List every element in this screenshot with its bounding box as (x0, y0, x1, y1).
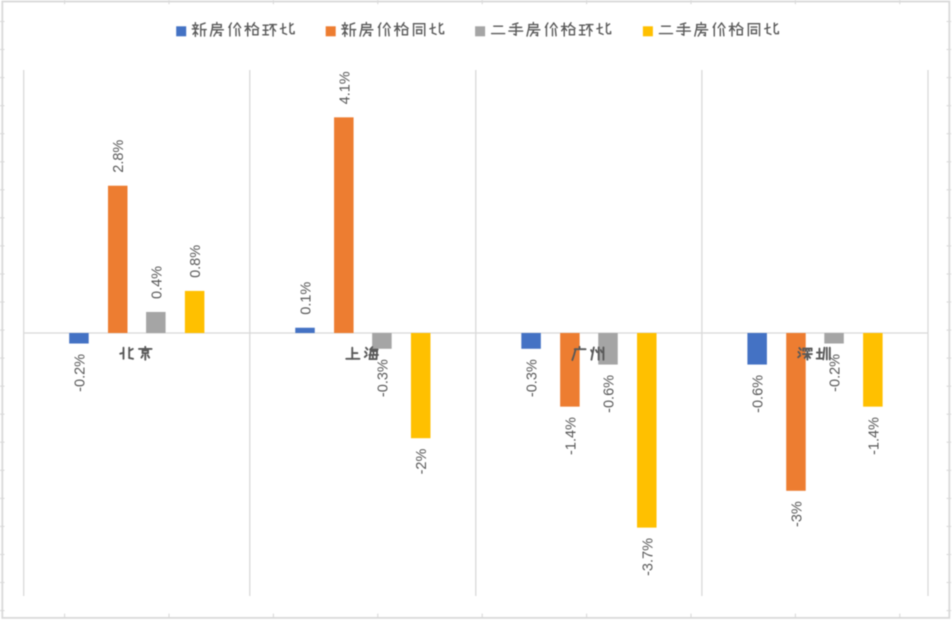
svg-text:-0.3%: -0.3% (375, 359, 391, 397)
svg-text:-0.2%: -0.2% (72, 354, 88, 392)
svg-text:-0.3%: -0.3% (525, 359, 541, 397)
svg-text:0.1%: 0.1% (299, 282, 315, 315)
svg-text:0.4%: 0.4% (149, 266, 165, 299)
svg-text:-3.7%: -3.7% (640, 538, 656, 576)
svg-text:-0.6%: -0.6% (601, 375, 617, 413)
svg-text:-1.4%: -1.4% (866, 417, 882, 455)
svg-text:4.1%: 4.1% (337, 71, 353, 104)
svg-text:2.8%: 2.8% (111, 140, 127, 173)
svg-text:-0.2%: -0.2% (828, 354, 844, 392)
svg-text:-1.4%: -1.4% (563, 417, 579, 455)
svg-text:0.8%: 0.8% (188, 245, 204, 278)
svg-text:-0.6%: -0.6% (751, 375, 767, 413)
svg-text:-3%: -3% (789, 501, 805, 527)
svg-text:-2%: -2% (414, 449, 430, 475)
